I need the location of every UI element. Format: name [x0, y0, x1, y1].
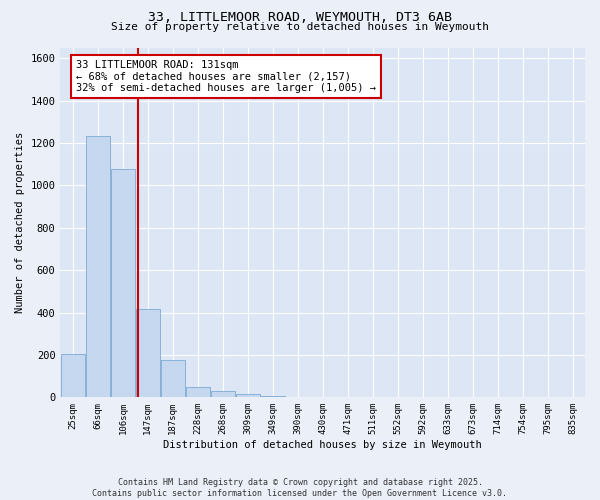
Bar	[211, 391, 235, 398]
Bar	[61, 354, 85, 398]
Text: Contains HM Land Registry data © Crown copyright and database right 2025.
Contai: Contains HM Land Registry data © Crown c…	[92, 478, 508, 498]
X-axis label: Distribution of detached houses by size in Weymouth: Distribution of detached houses by size …	[163, 440, 482, 450]
Bar	[136, 310, 160, 398]
Bar	[261, 396, 284, 398]
Text: 33 LITTLEMOOR ROAD: 131sqm
← 68% of detached houses are smaller (2,157)
32% of s: 33 LITTLEMOOR ROAD: 131sqm ← 68% of deta…	[76, 60, 376, 93]
Bar	[161, 360, 185, 398]
Bar	[236, 394, 260, 398]
Bar	[111, 169, 135, 398]
Y-axis label: Number of detached properties: Number of detached properties	[15, 132, 25, 313]
Bar	[186, 386, 209, 398]
Bar	[86, 136, 110, 398]
Text: 33, LITTLEMOOR ROAD, WEYMOUTH, DT3 6AB: 33, LITTLEMOOR ROAD, WEYMOUTH, DT3 6AB	[148, 11, 452, 24]
Text: Size of property relative to detached houses in Weymouth: Size of property relative to detached ho…	[111, 22, 489, 32]
